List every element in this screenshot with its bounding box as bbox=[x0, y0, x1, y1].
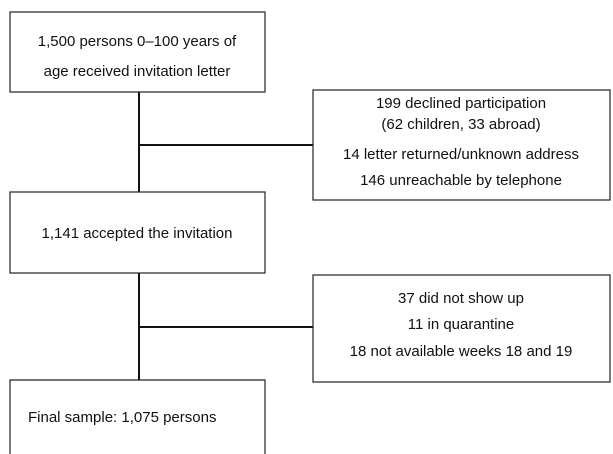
node-text: 1,141 accepted the invitation bbox=[42, 225, 233, 242]
box bbox=[9, 11, 266, 93]
node-text: age received invitation letter bbox=[44, 63, 231, 80]
node-text: 18 not available weeks 18 and 19 bbox=[350, 343, 573, 360]
box bbox=[9, 191, 266, 274]
node-text: 146 unreachable by telephone bbox=[360, 172, 562, 189]
box bbox=[9, 379, 266, 454]
box bbox=[312, 89, 611, 201]
node-text: 11 in quarantine bbox=[408, 316, 514, 333]
node-text: 199 declined participation bbox=[376, 95, 546, 112]
box bbox=[312, 274, 611, 383]
node-text: 37 did not show up bbox=[398, 290, 524, 307]
node-text: 1,500 persons 0–100 years of bbox=[38, 33, 237, 50]
node-text: Final sample: 1,075 persons bbox=[28, 409, 216, 426]
node-text: 14 letter returned/unknown address bbox=[343, 146, 579, 163]
node-text: (62 children, 33 abroad) bbox=[381, 116, 540, 133]
